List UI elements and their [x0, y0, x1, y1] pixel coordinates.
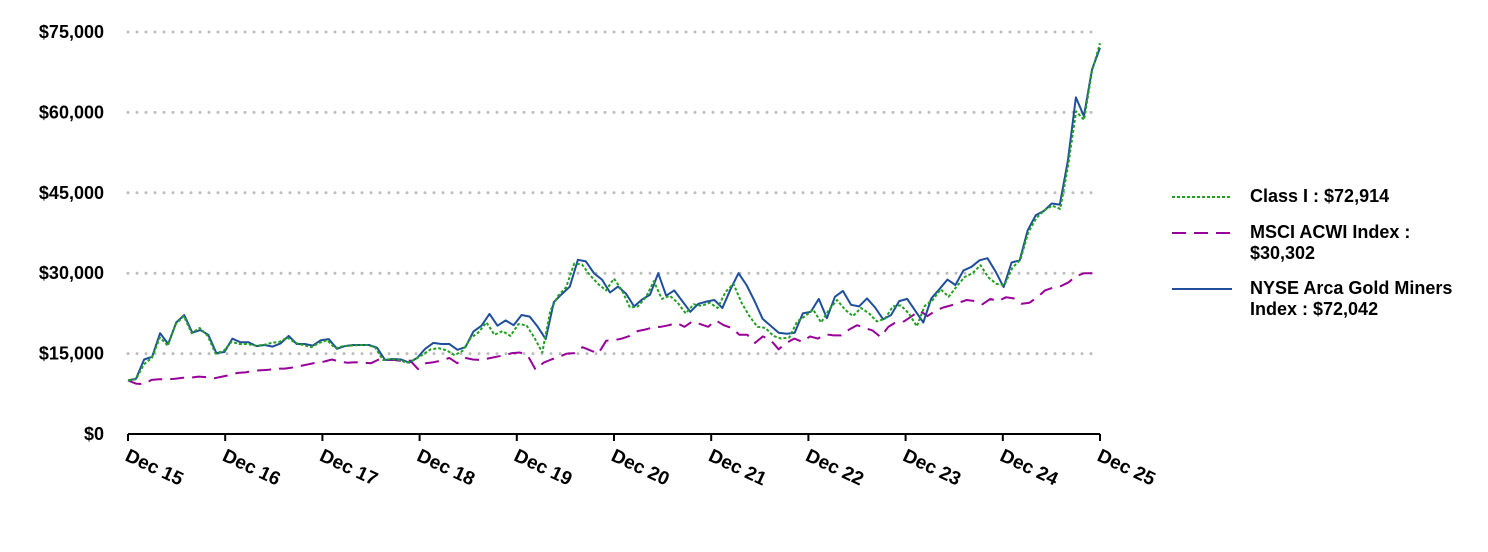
- legend-item-gold-miners: NYSE Arca Gold Miners Index : $72,042: [1172, 278, 1472, 320]
- legend: Class I : $72,914 MSCI ACWI Index : $30,…: [1172, 186, 1472, 334]
- x-tick-label: Dec 23: [899, 445, 963, 490]
- y-tick-label: $0: [84, 424, 104, 444]
- x-tick-label: Dec 22: [802, 445, 866, 490]
- x-tick-label: Dec 18: [413, 445, 477, 490]
- legend-swatch-class-i: [1172, 196, 1232, 198]
- x-tick-label: Dec 24: [997, 445, 1062, 490]
- legend-label-gold-miners: NYSE Arca Gold Miners Index : $72,042: [1250, 278, 1453, 319]
- series-line-1: [127, 270, 1101, 386]
- legend-swatch-msci-acwi: [1172, 232, 1232, 234]
- x-axis: Dec 15 Dec 16 Dec 17 Dec 18 Dec 19 Dec 20 Dec …: [122, 433, 1159, 491]
- y-tick-label: $15,000: [39, 344, 104, 364]
- x-tick-label: Dec 25: [1094, 445, 1159, 490]
- series-line-2: [127, 47, 1101, 382]
- series-line-0: [127, 42, 1101, 382]
- legend-swatch-gold-miners: [1172, 288, 1232, 290]
- y-tick-label: $60,000: [39, 102, 104, 122]
- x-tick-label: Dec 19: [511, 445, 575, 490]
- x-tick-label: Dec 16: [219, 445, 283, 490]
- y-tick-label: $30,000: [39, 263, 104, 283]
- legend-label-msci-acwi: MSCI ACWI Index : $30,302: [1250, 222, 1411, 263]
- y-axis-tick-labels: $0 $15,000 $30,000 $45,000 $60,000 $75,000: [39, 22, 104, 444]
- series-lines: [127, 42, 1101, 386]
- y-tick-label: $45,000: [39, 183, 104, 203]
- legend-label-class-i: Class I : $72,914: [1250, 186, 1390, 206]
- legend-item-class-i: Class I : $72,914: [1172, 186, 1472, 208]
- y-tick-label: $75,000: [39, 22, 104, 42]
- x-tick-label: Dec 20: [608, 445, 672, 490]
- x-tick-label: Dec 21: [705, 445, 770, 490]
- x-tick-label: Dec 17: [316, 445, 380, 490]
- legend-item-msci-acwi: MSCI ACWI Index : $30,302: [1172, 222, 1472, 264]
- gridlines: [126, 30, 1102, 356]
- x-tick-label: Dec 15: [122, 445, 187, 490]
